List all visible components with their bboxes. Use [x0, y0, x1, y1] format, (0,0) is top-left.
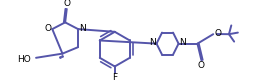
Text: O: O — [198, 61, 205, 70]
Text: N: N — [79, 24, 85, 33]
Text: N: N — [179, 38, 186, 47]
Text: O: O — [45, 24, 51, 33]
Text: HO: HO — [17, 55, 30, 64]
Text: F: F — [112, 73, 117, 82]
Text: N: N — [149, 38, 156, 47]
Text: O: O — [214, 29, 221, 38]
Text: O: O — [63, 0, 70, 8]
